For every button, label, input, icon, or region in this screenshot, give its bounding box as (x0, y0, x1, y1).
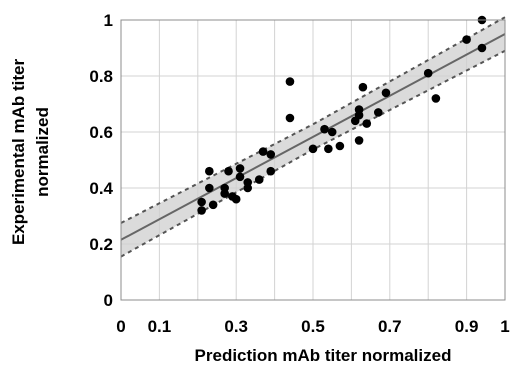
data-point (208, 200, 218, 210)
data-point (243, 178, 253, 187)
data-points (197, 15, 487, 215)
data-point (362, 119, 372, 128)
data-point (358, 82, 368, 92)
data-point (235, 172, 245, 182)
y-axis-title-line-2: normalized (33, 107, 52, 197)
y-tick-label: 0.4 (89, 179, 113, 198)
data-point (285, 77, 295, 86)
x-tick-label: 0.7 (378, 317, 402, 336)
data-point (462, 35, 471, 44)
plot-area-border (120, 19, 506, 301)
x-tick-label: 0 (116, 317, 125, 336)
data-point (197, 197, 206, 207)
data-point (320, 124, 329, 134)
data-point (205, 183, 214, 193)
y-tick-label: 0.8 (89, 67, 113, 86)
y-axis-ticks: 0 0.2 0.4 0.6 0.8 1 (89, 11, 113, 310)
data-point (224, 166, 233, 176)
data-point (373, 108, 383, 117)
data-point (431, 94, 441, 103)
data-point (308, 144, 318, 154)
data-point (335, 141, 345, 151)
data-point (354, 105, 364, 114)
x-axis-ticks: 0 0.1 0.3 0.5 0.7 0.9 1 (116, 317, 509, 336)
regression-fit-line (120, 33, 506, 241)
data-point (381, 88, 391, 98)
x-tick-label: 1 (500, 317, 509, 336)
data-point (285, 113, 295, 123)
data-point (266, 166, 276, 176)
x-tick-label: 0.1 (148, 317, 172, 336)
data-point (258, 147, 268, 156)
x-tick-label: 0.5 (301, 317, 325, 336)
data-point (220, 189, 229, 198)
data-point (205, 166, 214, 176)
data-point (327, 127, 337, 137)
data-point (235, 164, 245, 173)
data-point (231, 194, 241, 204)
y-tick-label: 1 (104, 11, 113, 30)
upper-confidence-line (120, 16, 506, 224)
x-axis-title: Prediction mAb titer normalized (195, 346, 452, 365)
y-tick-label: 0 (104, 291, 113, 310)
y-tick-label: 0.2 (89, 235, 113, 254)
data-point (477, 43, 487, 53)
data-point (423, 68, 433, 78)
y-axis-title-line-1: Experimental mAb titer (9, 59, 28, 245)
data-point (254, 175, 264, 184)
data-point (197, 206, 206, 215)
data-point (354, 136, 364, 145)
y-tick-label: 0.6 (89, 123, 113, 142)
data-point (324, 144, 333, 154)
data-point (266, 150, 276, 159)
x-tick-label: 0.3 (224, 317, 248, 336)
x-tick-label: 0.9 (455, 317, 479, 336)
